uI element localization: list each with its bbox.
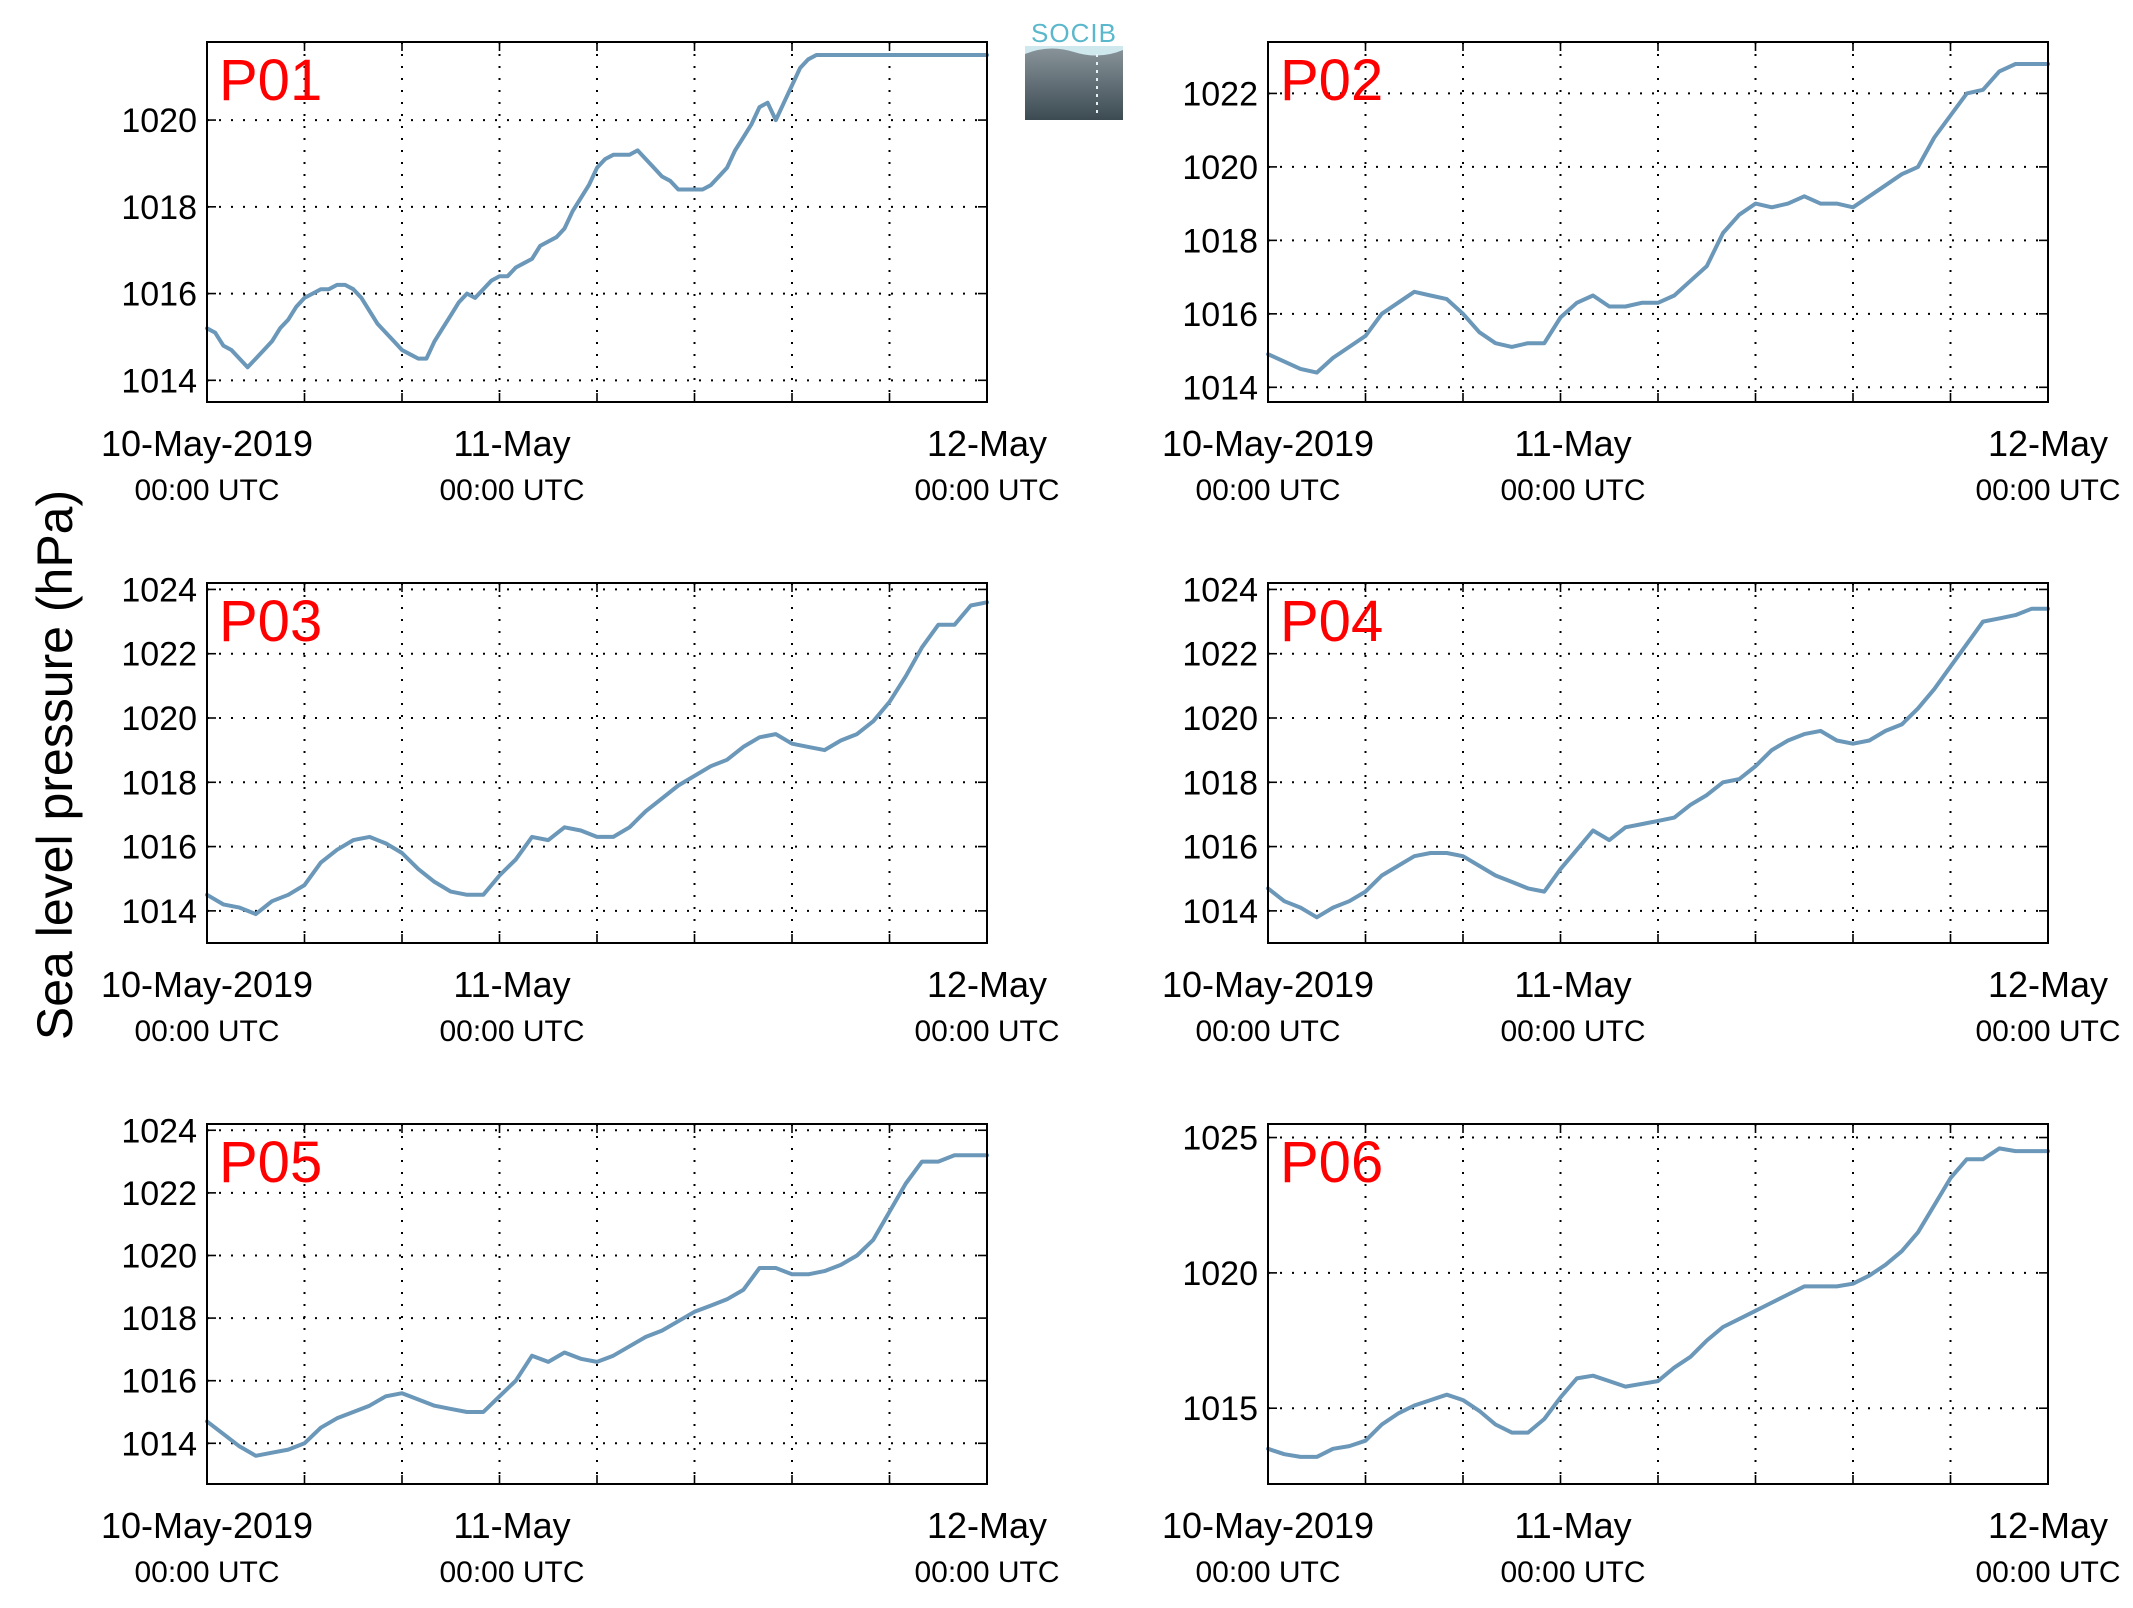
x-tick-time-label: 00:00 UTC (914, 474, 1059, 507)
y-tick-label: 1016 (121, 1363, 197, 1401)
panel-p01: 1014 1016 1018 1020 10-May-2019 00:00 UTC 11-M… (101, 41, 1060, 507)
y-tick-label: 1020 (121, 700, 197, 738)
x-tick-time-label: 00:00 UTC (1975, 1015, 2120, 1048)
panels: 1014 1016 1018 1020 10-May-2019 00:00 UTC 11-M… (101, 41, 2121, 1589)
y-tick-label: 1018 (121, 764, 197, 802)
x-tick-date-label: 12-May (927, 964, 1047, 1005)
y-tick-label: 1022 (1182, 636, 1258, 674)
x-tick-time-label: 00:00 UTC (134, 1556, 279, 1589)
panel-p04: 1014 1016 1018 1020 1022 1024 10-May-2019 00:00… (1162, 571, 2121, 1048)
y-tick-label: 1014 (121, 362, 197, 400)
x-tick-time-label: 00:00 UTC (1195, 1556, 1340, 1589)
x-tick-time-label: 00:00 UTC (1500, 474, 1645, 507)
x-tick-time-label: 00:00 UTC (1975, 1556, 2120, 1589)
x-tick-date-label: 10-May-2019 (101, 423, 313, 464)
y-tick-label: 1014 (121, 893, 197, 931)
axes-frame (206, 1123, 988, 1485)
series-line-p06 (1266, 1146, 2050, 1459)
x-tick-time-label: 00:00 UTC (914, 1556, 1059, 1589)
x-tick-date-label: 11-May (453, 964, 570, 1005)
y-tick-label: 1020 (1182, 149, 1258, 187)
y-tick-label: 1018 (121, 189, 197, 227)
panel-label: P04 (1280, 589, 1383, 654)
panel-p03: 1014 1016 1018 1020 1022 1024 10-May-2019 00:00… (101, 571, 1060, 1048)
x-tick-time-label: 00:00 UTC (439, 1556, 584, 1589)
axes-frame (1267, 1123, 2049, 1485)
axes-frame (1267, 41, 2049, 403)
x-tick-time-label: 00:00 UTC (1500, 1556, 1645, 1589)
x-tick-date-label: 10-May-2019 (1162, 1505, 1374, 1546)
series-line-p04 (1266, 606, 2050, 920)
y-tick-label: 1024 (121, 1112, 197, 1150)
x-tick-date-label: 11-May (453, 423, 570, 464)
y-tick-label: 1020 (1182, 1255, 1258, 1293)
x-tick-date-label: 10-May-2019 (1162, 423, 1374, 464)
y-tick-label: 1020 (121, 102, 197, 140)
panel-label: P06 (1280, 1130, 1383, 1195)
panel-label: P03 (219, 589, 322, 654)
y-tick-label: 1022 (1182, 75, 1258, 113)
x-tick-date-label: 11-May (1514, 964, 1631, 1005)
x-tick-time-label: 00:00 UTC (1500, 1015, 1645, 1048)
series-line-p02 (1266, 62, 2050, 375)
panel-p05: 1014 1016 1018 1020 1022 1024 10-May-2019 00:00… (101, 1112, 1060, 1589)
x-tick-date-label: 10-May-2019 (101, 964, 313, 1005)
logo-text: SOCIB (1031, 18, 1117, 48)
y-tick-label: 1022 (121, 636, 197, 674)
y-tick-label: 1020 (1182, 700, 1258, 738)
x-tick-date-label: 12-May (927, 423, 1047, 464)
y-tick-label: 1016 (1182, 296, 1258, 334)
panel-label: P01 (219, 48, 322, 113)
y-tick-label: 1025 (1182, 1120, 1258, 1158)
x-tick-time-label: 00:00 UTC (134, 474, 279, 507)
y-tick-label: 1015 (1182, 1390, 1258, 1428)
x-tick-date-label: 12-May (1988, 964, 2108, 1005)
x-tick-date-label: 12-May (1988, 423, 2108, 464)
y-tick-label: 1022 (121, 1175, 197, 1213)
series-line-p01 (205, 53, 989, 370)
x-tick-date-label: 11-May (1514, 1505, 1631, 1546)
x-tick-date-label: 10-May-2019 (1162, 964, 1374, 1005)
panel-p06: 1015 1020 1025 10-May-2019 00:00 UTC 11-May 00… (1162, 1120, 2121, 1589)
x-tick-time-label: 00:00 UTC (914, 1015, 1059, 1048)
y-tick-label: 1016 (1182, 829, 1258, 867)
x-tick-date-label: 12-May (1988, 1505, 2108, 1546)
series-line-p05 (205, 1153, 989, 1458)
y-tick-label: 1016 (121, 829, 197, 867)
panel-label: P05 (219, 1130, 322, 1195)
y-tick-label: 1016 (121, 276, 197, 314)
y-tick-label: 1018 (1182, 764, 1258, 802)
y-tick-label: 1020 (121, 1237, 197, 1275)
x-tick-time-label: 00:00 UTC (1195, 474, 1340, 507)
x-tick-time-label: 00:00 UTC (1975, 474, 2120, 507)
y-tick-label: 1014 (1182, 369, 1258, 407)
series-line-p03 (205, 600, 989, 917)
axes-frame (206, 41, 988, 403)
panel-label: P02 (1280, 48, 1383, 113)
x-tick-date-label: 12-May (927, 1505, 1047, 1546)
socib-logo: SOCIB (1025, 18, 1123, 120)
x-tick-time-label: 00:00 UTC (1195, 1015, 1340, 1048)
y-tick-label: 1018 (1182, 222, 1258, 260)
x-tick-date-label: 11-May (453, 1505, 570, 1546)
axes-frame (206, 582, 988, 944)
y-tick-label: 1014 (1182, 893, 1258, 931)
y-tick-label: 1024 (1182, 571, 1258, 609)
y-tick-label: 1018 (121, 1300, 197, 1338)
x-tick-time-label: 00:00 UTC (439, 474, 584, 507)
y-tick-label: 1024 (121, 571, 197, 609)
x-tick-date-label: 10-May-2019 (101, 1505, 313, 1546)
y-tick-label: 1014 (121, 1425, 197, 1463)
x-tick-time-label: 00:00 UTC (439, 1015, 584, 1048)
x-tick-time-label: 00:00 UTC (134, 1015, 279, 1048)
axes-frame (1267, 582, 2049, 944)
x-tick-date-label: 11-May (1514, 423, 1631, 464)
panel-p02: 1014 1016 1018 1020 1022 10-May-2019 00:00 UTC… (1162, 41, 2121, 507)
y-axis-label: Sea level pressure (hPa) (27, 490, 83, 1040)
